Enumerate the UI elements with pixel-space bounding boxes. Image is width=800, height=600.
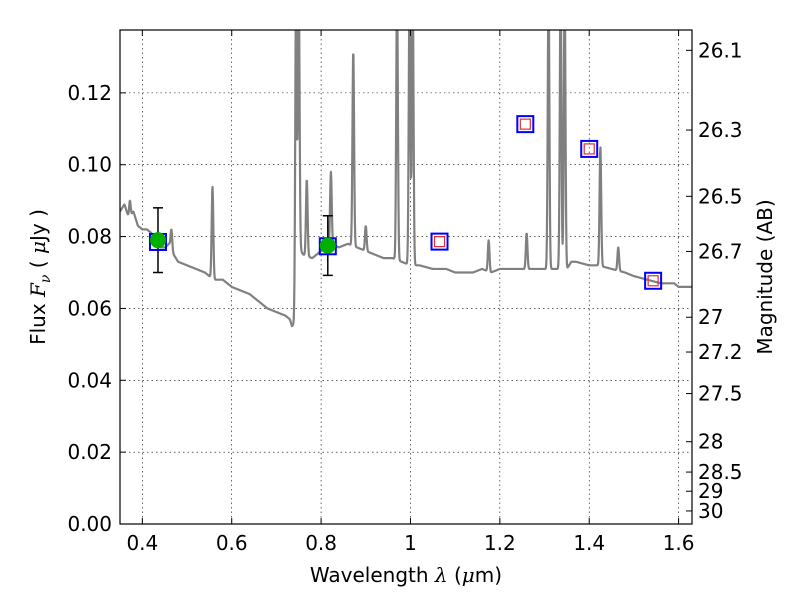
y-tick-label: 0.00 <box>67 512 112 536</box>
observed-flux-point <box>319 237 336 254</box>
upper-limit-square <box>519 118 531 130</box>
spectrum-line <box>120 30 692 328</box>
x-axis-label: Wavelength λ (μm) <box>310 563 502 587</box>
x-axis-unit-mu: μ <box>462 563 475 587</box>
x-tick-label: 0.4 <box>126 531 158 555</box>
upper-limit-square <box>647 275 659 287</box>
y-axis-unit-open: ( <box>26 260 50 268</box>
x-axis-unit-open: ( <box>454 563 462 587</box>
y-tick-label: 0.10 <box>67 153 112 177</box>
y-tick-label: 0.02 <box>67 440 112 464</box>
x-tick-label: 1.2 <box>484 531 516 555</box>
y-axis-symbol-subscript: ν <box>38 274 54 283</box>
model-photometry-square <box>644 271 663 290</box>
x-axis-unit-rest: m) <box>475 563 502 587</box>
y-tick-label: 0.06 <box>67 296 112 320</box>
y2-tick-label: 26.7 <box>698 239 743 263</box>
upper-limit-square <box>583 143 595 155</box>
upper-limit-square <box>433 236 446 248</box>
plot-frame <box>119 29 693 525</box>
y-tick-label: 0.08 <box>67 225 112 249</box>
x-tick-label: 1 <box>404 531 417 555</box>
x-tick-label: 0.6 <box>216 531 248 555</box>
y-axis-label-text: Flux <box>26 303 50 345</box>
y-axis-unit-rest: Jy <box>26 223 50 243</box>
y2-tick-label: 27.5 <box>698 382 743 406</box>
y2-tick-label: 29 <box>698 479 723 503</box>
y2-axis-label: Magnitude (AB) <box>753 199 777 354</box>
x-tick-label: 1.4 <box>573 531 605 555</box>
model-photometry-square <box>430 232 449 251</box>
model-photometry-square <box>516 115 535 134</box>
y2-tick-label: 26.3 <box>698 118 743 142</box>
x-axis-label-text: Wavelength <box>310 563 429 587</box>
y2-tick-label: 26.5 <box>698 184 743 208</box>
axis-ticks: 0.4 0.6 0.8 1 1.2 1.4 1.6 0.00 0.02 0.04 0.06 0.08 0… <box>67 30 743 555</box>
y-tick-label: 0.04 <box>67 368 112 392</box>
y2-tick-label: 26.1 <box>698 38 743 62</box>
y-axis-unit-mu: μ <box>26 241 50 254</box>
y-axis-label: Flux Fν ( μJy ) <box>26 209 54 345</box>
model-photometry-square <box>580 139 599 158</box>
x-tick-label: 0.8 <box>305 531 337 555</box>
y2-tick-label: 28 <box>698 430 723 454</box>
plot-area <box>120 30 692 328</box>
y-axis-unit-close: ) <box>26 209 50 217</box>
x-axis-symbol: λ <box>434 563 448 587</box>
y2-tick-label: 27 <box>698 305 723 329</box>
grid <box>120 30 692 525</box>
y2-tick-label: 27.2 <box>698 340 743 364</box>
y-axis-symbol: F <box>26 282 50 298</box>
y2-tick-label: 28.5 <box>698 460 743 484</box>
observed-flux-point <box>149 232 166 249</box>
y-tick-label: 0.12 <box>67 81 112 105</box>
y2-tick-label: 30 <box>698 499 723 523</box>
x-tick-label: 1.6 <box>663 531 695 555</box>
